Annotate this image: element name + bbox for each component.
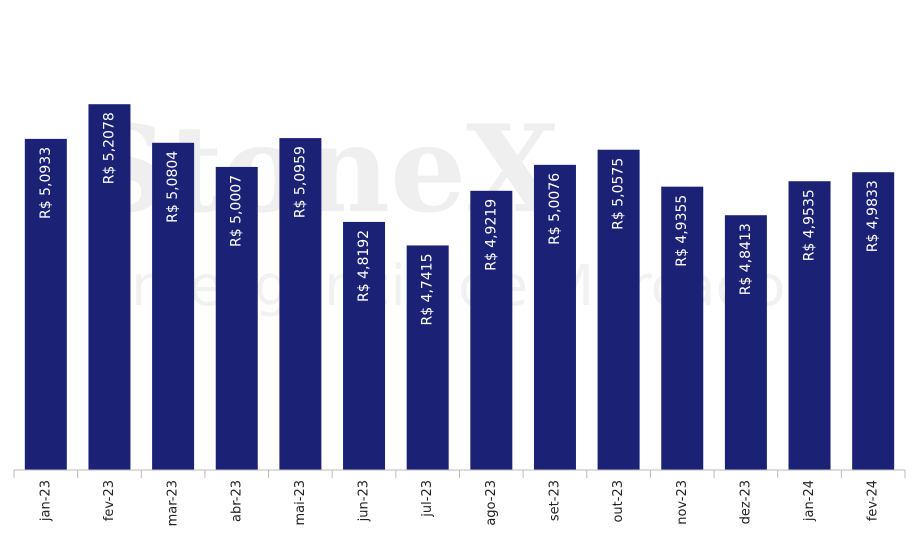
bar [279, 138, 322, 470]
bar [215, 166, 258, 471]
x-tick-label: mar-23 [166, 480, 181, 526]
value-label: R$ 5,0959 [292, 146, 308, 218]
bar [152, 142, 195, 470]
bar [470, 190, 513, 470]
value-label: R$ 5,0007 [229, 175, 245, 247]
x-tick-label: jun-23 [357, 480, 372, 522]
bar [597, 149, 640, 470]
bar [724, 215, 767, 470]
bar [343, 221, 386, 470]
x-tick-label: jan-24 [802, 480, 817, 522]
bar [788, 181, 831, 470]
bar [406, 245, 449, 470]
value-label: R$ 4,8413 [738, 223, 754, 295]
value-label: R$ 4,8192 [356, 230, 372, 302]
x-tick-label: dez-23 [738, 480, 753, 524]
x-tick-label: abr-23 [229, 480, 244, 522]
value-label: R$ 4,9219 [483, 199, 499, 271]
value-label: R$ 4,9535 [802, 189, 818, 261]
bar [661, 186, 704, 471]
value-label: R$ 5,0076 [547, 173, 563, 245]
x-tick-label: jan-23 [38, 480, 53, 522]
bar [88, 104, 131, 471]
value-label: R$ 4,9833 [865, 180, 881, 252]
x-tick-label: fev-23 [102, 480, 117, 521]
value-label: R$ 5,0804 [165, 151, 181, 223]
bar [852, 172, 895, 471]
x-tick-label: mai-23 [293, 480, 308, 525]
value-label: R$ 5,0575 [611, 158, 627, 230]
bar [533, 164, 576, 471]
x-tick-label: ago-23 [484, 480, 499, 526]
value-label: R$ 5,0933 [38, 147, 54, 219]
value-label: R$ 4,7415 [420, 253, 436, 325]
x-tick-label: nov-23 [675, 480, 690, 525]
x-tick-label: out-23 [611, 480, 626, 523]
x-tick-label: jul-23 [420, 480, 435, 518]
x-tick-label: set-23 [547, 480, 562, 521]
bar [24, 138, 67, 470]
value-label: R$ 5,2078 [101, 112, 117, 184]
value-label: R$ 4,9355 [674, 195, 690, 267]
x-tick-label: fev-24 [866, 480, 881, 521]
